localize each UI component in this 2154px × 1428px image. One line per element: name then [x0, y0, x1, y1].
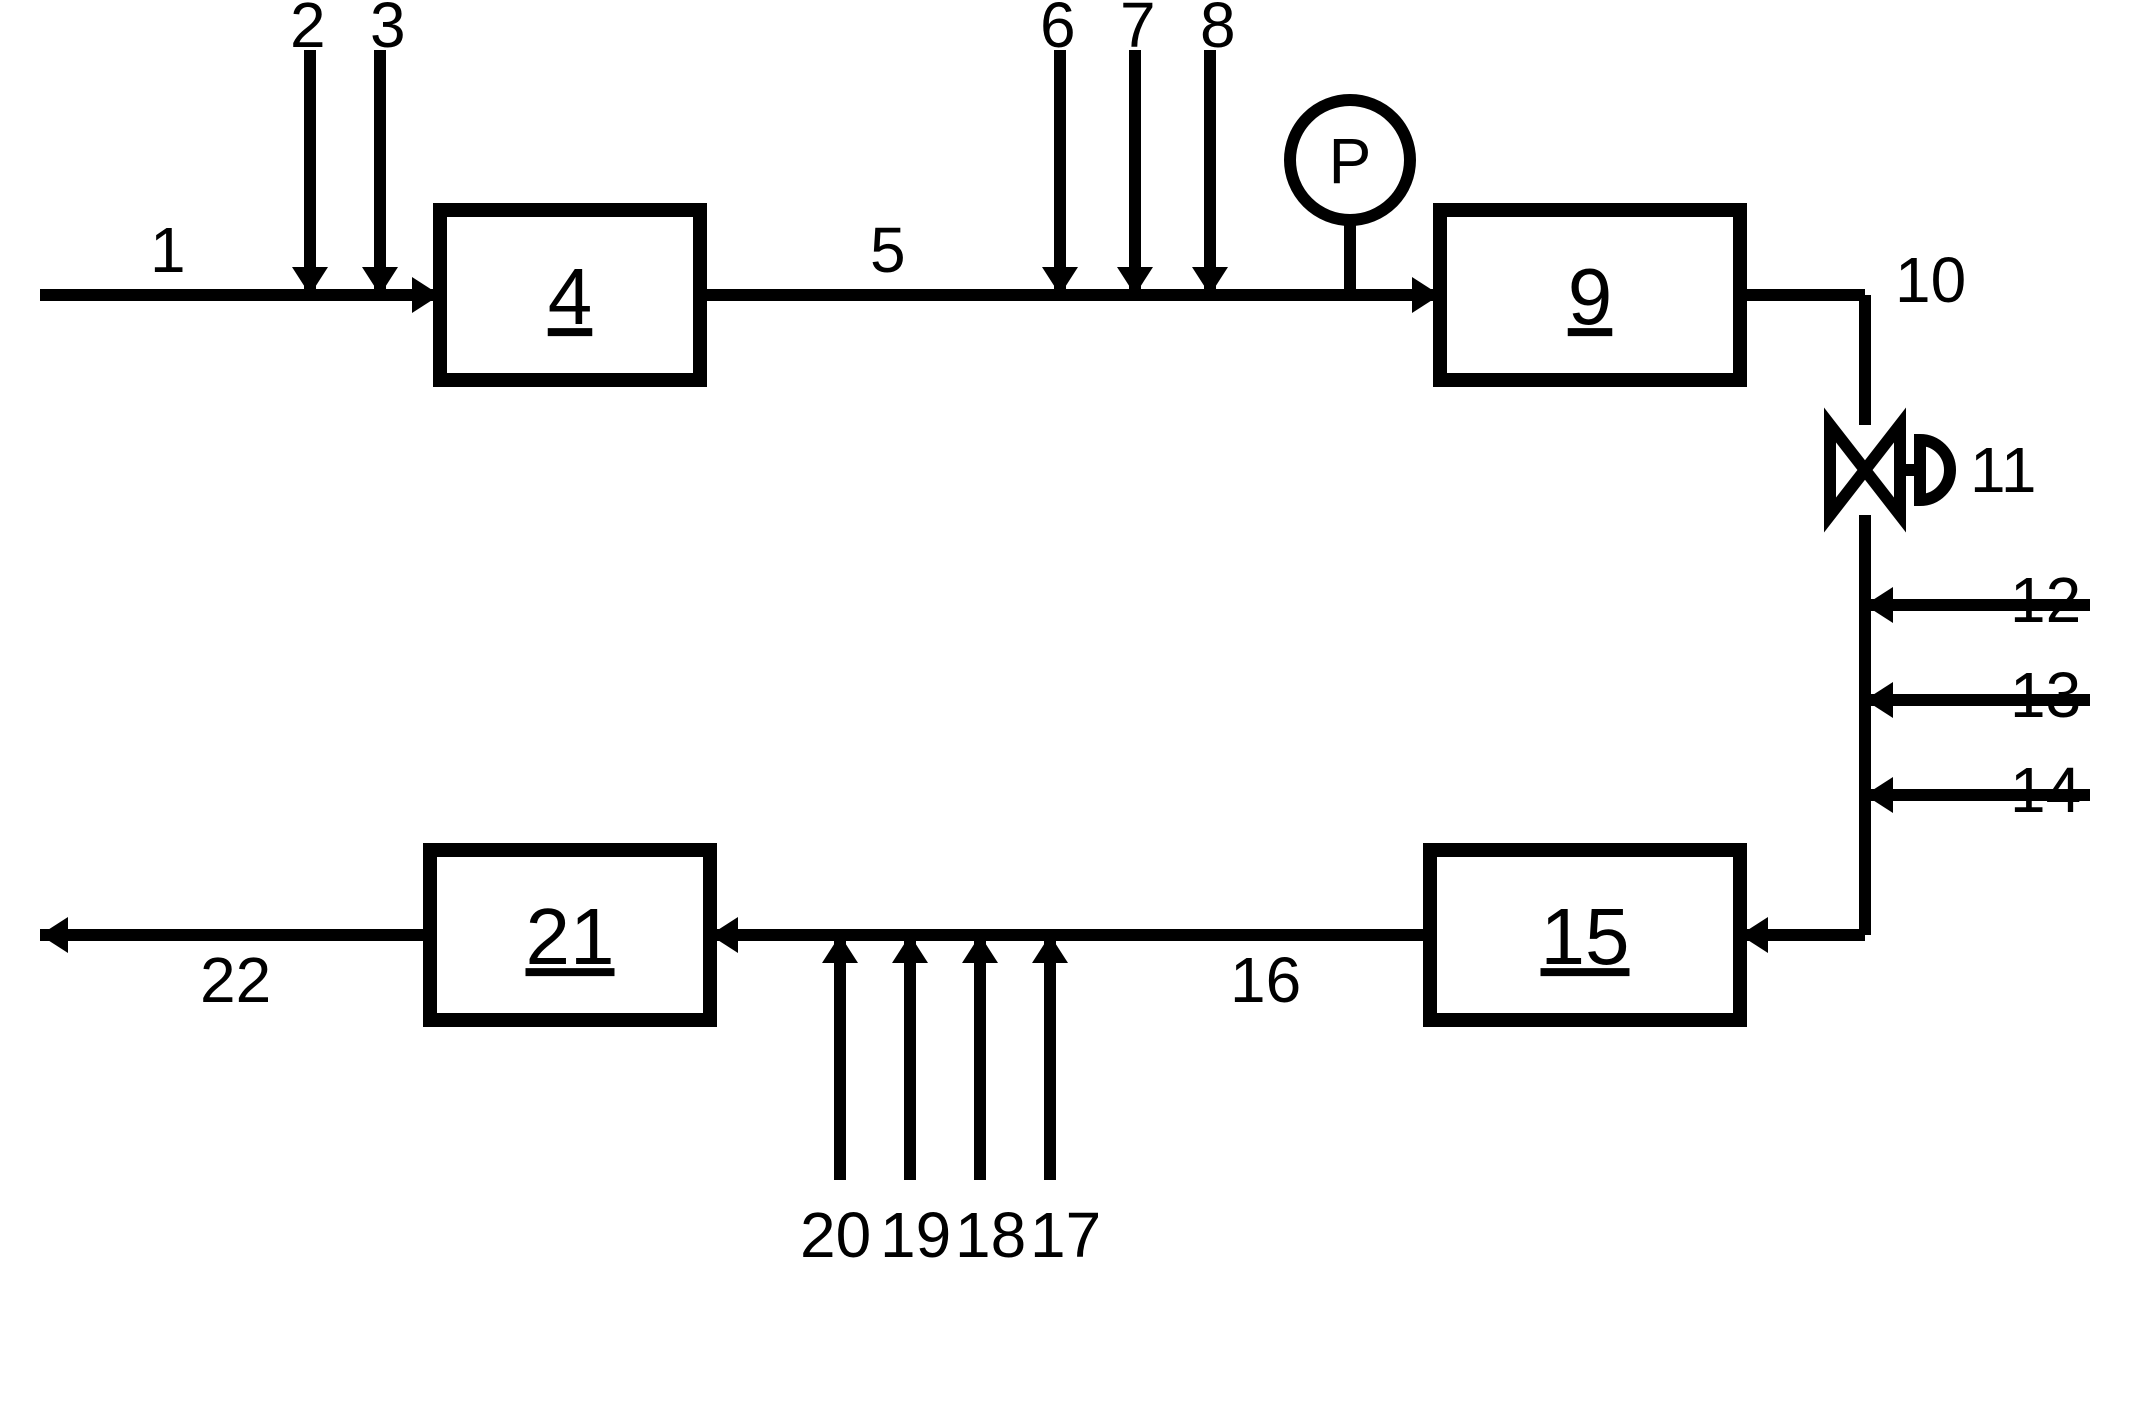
svg-text:5: 5	[870, 214, 906, 286]
svg-text:1: 1	[150, 214, 186, 286]
svg-text:7: 7	[1120, 0, 1156, 61]
svg-text:8: 8	[1200, 0, 1236, 61]
svg-text:3: 3	[370, 0, 406, 61]
svg-text:9: 9	[1568, 252, 1613, 341]
svg-text:4: 4	[548, 252, 593, 341]
svg-text:18: 18	[955, 1199, 1026, 1271]
svg-text:2: 2	[290, 0, 326, 61]
svg-text:17: 17	[1030, 1199, 1101, 1271]
svg-text:21: 21	[526, 892, 615, 981]
svg-text:10: 10	[1895, 244, 1966, 316]
svg-text:13: 13	[2010, 659, 2081, 731]
svg-text:14: 14	[2010, 754, 2081, 826]
svg-text:20: 20	[800, 1199, 871, 1271]
svg-text:16: 16	[1230, 944, 1301, 1016]
svg-text:P: P	[1329, 125, 1372, 197]
svg-text:12: 12	[2010, 564, 2081, 636]
svg-text:11: 11	[1970, 434, 2036, 506]
svg-text:19: 19	[880, 1199, 951, 1271]
svg-text:15: 15	[1541, 892, 1630, 981]
svg-text:6: 6	[1040, 0, 1076, 61]
svg-text:22: 22	[200, 944, 271, 1016]
